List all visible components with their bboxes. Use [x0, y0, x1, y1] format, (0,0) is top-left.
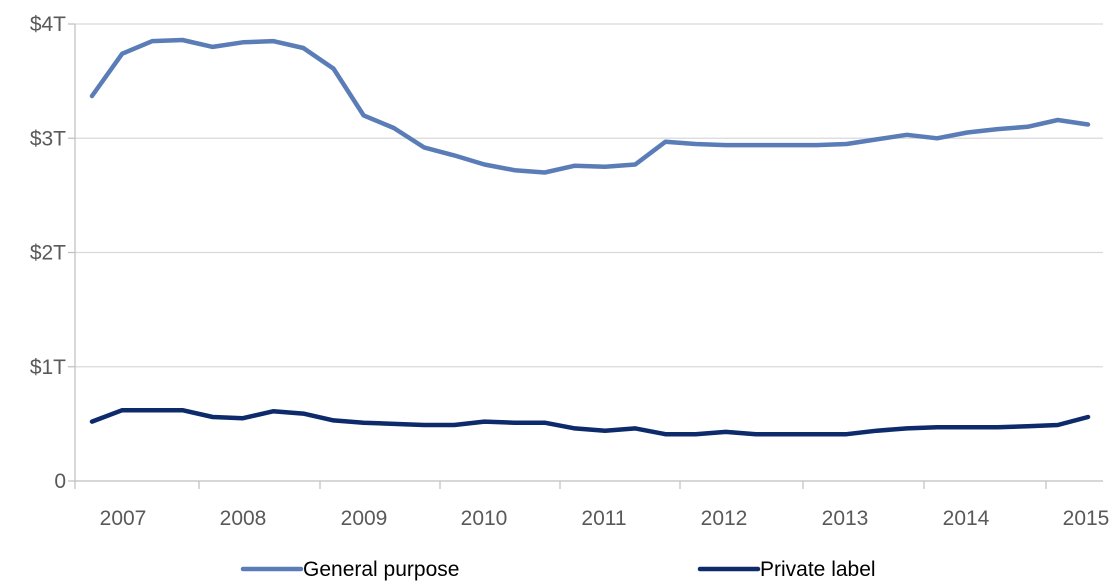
x-tick-label: 2007 — [100, 507, 147, 530]
x-tick-label: 2012 — [701, 507, 748, 530]
x-tick-label: 2010 — [461, 507, 508, 530]
y-tick-label: $1T — [30, 356, 66, 379]
x-axis-ticks: 2007 2008 2009 2010 2011 2012 2013 2014 2015 — [74, 481, 1110, 530]
gridlines — [75, 23, 1103, 368]
legend: General purpose Private label — [240, 558, 876, 581]
y-tick-label: $4T — [30, 13, 66, 36]
x-tick-label: 2015 — [1063, 507, 1110, 530]
y-axis-ticks: 0 $1T $2T $3T $4T — [30, 13, 75, 493]
x-tick-label: 2008 — [220, 507, 267, 530]
y-tick-label: $2T — [30, 242, 66, 265]
y-tick-label: $3T — [30, 127, 66, 150]
series-line-private-label — [89, 407, 1091, 437]
x-tick-label: 2011 — [581, 507, 626, 530]
y-tick-label: 0 — [54, 470, 66, 493]
series-lines — [89, 37, 1091, 437]
series-line-general-purpose — [89, 37, 1091, 175]
x-tick-label: 2009 — [341, 507, 388, 530]
legend-label: Private label — [760, 558, 876, 581]
x-tick-label: 2014 — [943, 507, 990, 530]
legend-label: General purpose — [303, 558, 459, 581]
x-tick-label: 2013 — [822, 507, 869, 530]
